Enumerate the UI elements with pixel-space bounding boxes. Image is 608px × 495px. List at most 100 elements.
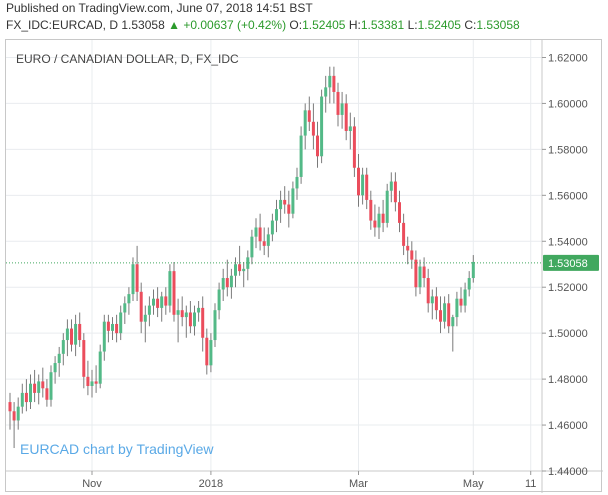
candle [463, 282, 467, 313]
price-tick-label: 1.60000 [548, 98, 588, 110]
candle [365, 167, 369, 210]
candle-body [229, 275, 233, 288]
candle [209, 333, 213, 373]
candle [238, 245, 242, 276]
candle [324, 75, 328, 113]
candle [357, 153, 360, 207]
candle [234, 257, 237, 288]
high-value: 1.53381 [360, 18, 405, 32]
candle-body [16, 406, 20, 421]
candle [283, 186, 287, 214]
candle-body [123, 303, 127, 313]
watermark: EURCAD chart by TradingView [20, 441, 214, 457]
price-tick-label: 1.54000 [548, 236, 588, 248]
candle [94, 365, 98, 393]
candle-body [352, 126, 356, 168]
candle-body [270, 220, 274, 235]
time-tick-label: Mar [349, 478, 368, 490]
candle [82, 333, 86, 389]
candle [414, 250, 418, 297]
candle-body [389, 181, 393, 191]
candle-body [275, 209, 278, 221]
candle-body [152, 298, 155, 306]
candle [262, 227, 266, 256]
close-value: 1.53058 [476, 18, 520, 32]
candle-body [82, 340, 86, 377]
time-tick-label: May [463, 478, 484, 490]
candle [205, 328, 209, 375]
candle-body [139, 291, 143, 322]
candle [201, 296, 205, 352]
candle-body [266, 234, 270, 246]
candle [188, 301, 192, 334]
candle [33, 369, 37, 403]
candle [106, 314, 110, 343]
price-axis[interactable]: 1.62000 1.60000 1.58000 1.56000 1.54000 1.520… [542, 52, 588, 478]
candle-body [434, 296, 438, 311]
candle [111, 317, 114, 341]
low-label: L: [407, 18, 418, 32]
candle [307, 96, 311, 131]
candle [37, 374, 41, 405]
price-tick-label: 1.58000 [548, 144, 588, 156]
candle-body [311, 121, 315, 136]
candle [98, 344, 102, 389]
candle-body [320, 96, 324, 157]
candle [439, 296, 442, 334]
candle [258, 213, 262, 251]
candle-body [336, 91, 340, 115]
candle-body [238, 264, 242, 272]
candle [8, 392, 12, 430]
candle [168, 264, 172, 313]
candle [332, 66, 336, 104]
candle-body [78, 323, 82, 341]
candle-body [168, 271, 172, 306]
candle [471, 255, 475, 283]
candle-body [176, 310, 180, 315]
candle-body [467, 278, 471, 290]
open-value: 1.52405 [302, 18, 346, 32]
candle-body [279, 199, 283, 210]
candle [361, 167, 365, 205]
candle [127, 287, 131, 315]
time-tick-label: 2018 [199, 478, 223, 490]
candle [221, 268, 225, 301]
candle-body [402, 222, 406, 246]
close-label: C: [464, 18, 477, 32]
candle [119, 305, 123, 341]
candle-body [447, 303, 451, 327]
candle [389, 172, 393, 203]
candle-body [147, 305, 151, 315]
candle-body [455, 298, 459, 318]
last-price-badge-bg [543, 254, 599, 271]
symbol-label: FX_IDC:EURCAD, D [6, 18, 119, 32]
quote-line: FX_IDC:EURCAD, D 1.53058 ▲ +0.00637 (+0.… [6, 18, 520, 32]
candle-body [205, 337, 209, 366]
candle [217, 282, 221, 320]
candle-body [410, 250, 414, 260]
candle-body [12, 411, 16, 421]
price-tick-label: 1.44000 [548, 466, 588, 478]
candle-body [49, 372, 53, 400]
candle [90, 369, 94, 398]
candle [49, 365, 53, 407]
candle [20, 383, 24, 414]
time-axis[interactable]: Nov 2018 Mar May 11 [82, 471, 536, 490]
candle-body [262, 241, 266, 246]
candle-body [471, 261, 475, 279]
candle-body [164, 296, 168, 306]
candle-body [74, 323, 78, 345]
candle-body [102, 321, 106, 352]
chart-frame[interactable]: 1.62000 1.60000 1.58000 1.56000 1.54000 1.520… [5, 39, 603, 493]
candle [287, 190, 291, 228]
candle-body [111, 323, 114, 331]
candle [16, 397, 20, 430]
candle-body [463, 289, 467, 306]
candle [135, 245, 139, 301]
price-chart[interactable]: 1.62000 1.60000 1.58000 1.56000 1.54000 1.520… [6, 40, 603, 493]
candle-body [373, 220, 377, 228]
candle-body [197, 307, 201, 313]
candle [193, 305, 196, 336]
candle [422, 257, 426, 288]
candle-body [106, 321, 110, 331]
